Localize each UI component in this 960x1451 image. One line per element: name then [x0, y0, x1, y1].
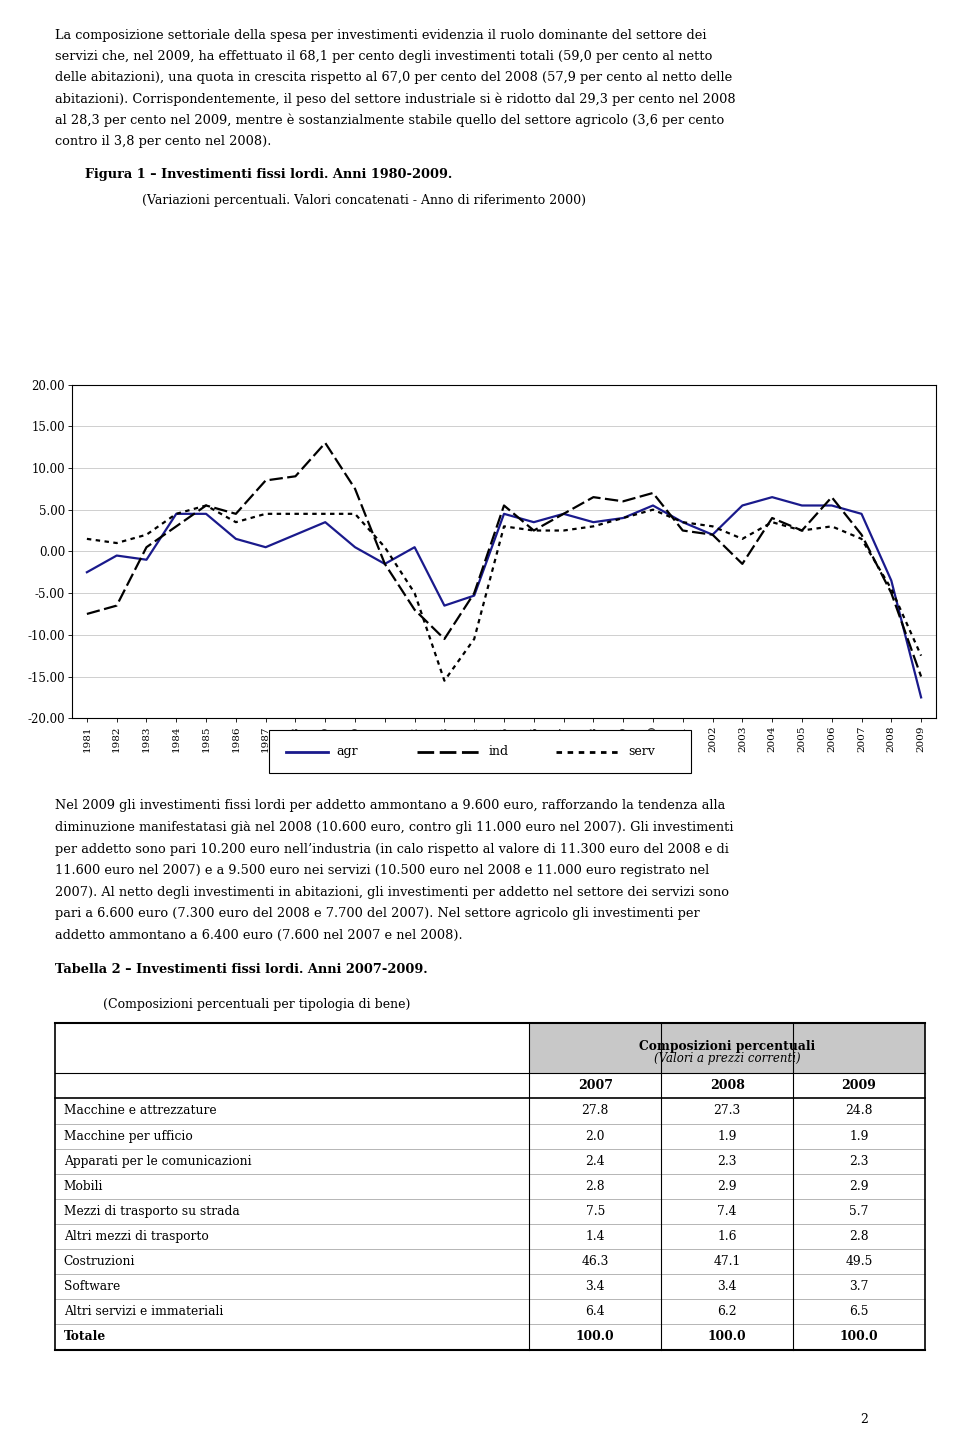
Text: Macchine e attrezzature: Macchine e attrezzature	[63, 1104, 216, 1117]
Text: 2.0: 2.0	[586, 1129, 605, 1142]
Text: servizi che, nel 2009, ha effettuato il 68,1 per cento degli investimenti totali: servizi che, nel 2009, ha effettuato il …	[55, 51, 712, 64]
Text: ind: ind	[489, 746, 509, 757]
Text: 2.4: 2.4	[586, 1155, 605, 1168]
Text: 6.4: 6.4	[586, 1306, 605, 1319]
Text: 49.5: 49.5	[845, 1255, 873, 1268]
Text: 2007). Al netto degli investimenti in abitazioni, gli investimenti per addetto n: 2007). Al netto degli investimenti in ab…	[55, 885, 729, 898]
Text: agr: agr	[336, 746, 358, 757]
Text: La composizione settoriale della spesa per investimenti evidenzia il ruolo domin: La composizione settoriale della spesa p…	[55, 29, 707, 42]
Text: 2.8: 2.8	[849, 1230, 869, 1244]
Text: Macchine per ufficio: Macchine per ufficio	[63, 1129, 192, 1142]
Text: Nel 2009 gli investimenti fissi lordi per addetto ammontano a 9.600 euro, raffor: Nel 2009 gli investimenti fissi lordi pe…	[55, 800, 725, 813]
Text: Tabella 2 – Investimenti fissi lordi. Anni 2007-2009.: Tabella 2 – Investimenti fissi lordi. An…	[55, 963, 427, 977]
Text: 2.3: 2.3	[850, 1155, 869, 1168]
Text: 7.5: 7.5	[586, 1204, 605, 1217]
Text: abitazioni). Corrispondentemente, il peso del settore industriale si è ridotto d: abitazioni). Corrispondentemente, il pes…	[55, 93, 735, 106]
Text: 11.600 euro nel 2007) e a 9.500 euro nei servizi (10.500 euro nel 2008 e 11.000 : 11.600 euro nel 2007) e a 9.500 euro nei…	[55, 865, 709, 878]
Text: Altri mezzi di trasporto: Altri mezzi di trasporto	[63, 1230, 208, 1244]
Text: Totale: Totale	[63, 1331, 106, 1344]
Text: Apparati per le comunicazioni: Apparati per le comunicazioni	[63, 1155, 252, 1168]
Text: 2: 2	[860, 1413, 868, 1425]
Text: per addetto sono pari 10.200 euro nell’industria (in calo rispetto al valore di : per addetto sono pari 10.200 euro nell’i…	[55, 843, 729, 856]
Text: 3.7: 3.7	[850, 1280, 869, 1293]
Text: Altri servizi e immateriali: Altri servizi e immateriali	[63, 1306, 223, 1319]
Text: 2.9: 2.9	[717, 1180, 737, 1193]
Text: contro il 3,8 per cento nel 2008).: contro il 3,8 per cento nel 2008).	[55, 135, 272, 148]
Text: Software: Software	[63, 1280, 120, 1293]
Text: 3.4: 3.4	[586, 1280, 605, 1293]
Text: 46.3: 46.3	[582, 1255, 609, 1268]
Text: 47.1: 47.1	[713, 1255, 741, 1268]
Text: (Valori a prezzi correnti): (Valori a prezzi correnti)	[654, 1052, 801, 1065]
Text: Costruzioni: Costruzioni	[63, 1255, 135, 1268]
Text: 6.2: 6.2	[717, 1306, 737, 1319]
Text: 2008: 2008	[709, 1080, 745, 1093]
Text: 3.4: 3.4	[717, 1280, 737, 1293]
Text: 24.8: 24.8	[845, 1104, 873, 1117]
Text: al 28,3 per cento nel 2009, mentre è sostanzialmente stabile quello del settore : al 28,3 per cento nel 2009, mentre è sos…	[55, 113, 724, 128]
Text: addetto ammontano a 6.400 euro (7.600 nel 2007 e nel 2008).: addetto ammontano a 6.400 euro (7.600 ne…	[55, 929, 463, 942]
Text: 100.0: 100.0	[576, 1331, 614, 1344]
Text: 1.6: 1.6	[717, 1230, 737, 1244]
Text: 27.3: 27.3	[713, 1104, 741, 1117]
Text: delle abitazioni), una quota in crescita rispetto al 67,0 per cento del 2008 (57: delle abitazioni), una quota in crescita…	[55, 71, 732, 84]
Text: 1.9: 1.9	[850, 1129, 869, 1142]
Text: 2.9: 2.9	[849, 1180, 869, 1193]
Text: (Variazioni percentuali. Valori concatenati - Anno di riferimento 2000): (Variazioni percentuali. Valori concaten…	[142, 194, 586, 207]
Bar	[529, 1023, 925, 1074]
Text: 100.0: 100.0	[708, 1331, 746, 1344]
Text: diminuzione manifestatasi già nel 2008 (10.600 euro, contro gli 11.000 euro nel : diminuzione manifestatasi già nel 2008 (…	[55, 821, 733, 834]
Text: Mobili: Mobili	[63, 1180, 104, 1193]
Text: pari a 6.600 euro (7.300 euro del 2008 e 7.700 del 2007). Nel settore agricolo g: pari a 6.600 euro (7.300 euro del 2008 e…	[55, 907, 700, 920]
Text: 2007: 2007	[578, 1080, 612, 1093]
Text: 2009: 2009	[842, 1080, 876, 1093]
Text: 7.4: 7.4	[717, 1204, 737, 1217]
Text: Figura 1 – Investimenti fissi lordi. Anni 1980-2009.: Figura 1 – Investimenti fissi lordi. Ann…	[85, 168, 453, 181]
Text: 100.0: 100.0	[840, 1331, 878, 1344]
Text: 2.8: 2.8	[586, 1180, 605, 1193]
Text: 1.4: 1.4	[586, 1230, 605, 1244]
Text: (Composizioni percentuali per tipologia di bene): (Composizioni percentuali per tipologia …	[103, 998, 410, 1011]
Text: Composizioni percentuali: Composizioni percentuali	[639, 1040, 815, 1053]
Text: 2.3: 2.3	[717, 1155, 737, 1168]
Text: 6.5: 6.5	[850, 1306, 869, 1319]
Text: serv: serv	[628, 746, 655, 757]
Text: 27.8: 27.8	[582, 1104, 609, 1117]
Text: 5.7: 5.7	[850, 1204, 869, 1217]
Text: 1.9: 1.9	[717, 1129, 737, 1142]
Text: Mezzi di trasporto su strada: Mezzi di trasporto su strada	[63, 1204, 239, 1217]
